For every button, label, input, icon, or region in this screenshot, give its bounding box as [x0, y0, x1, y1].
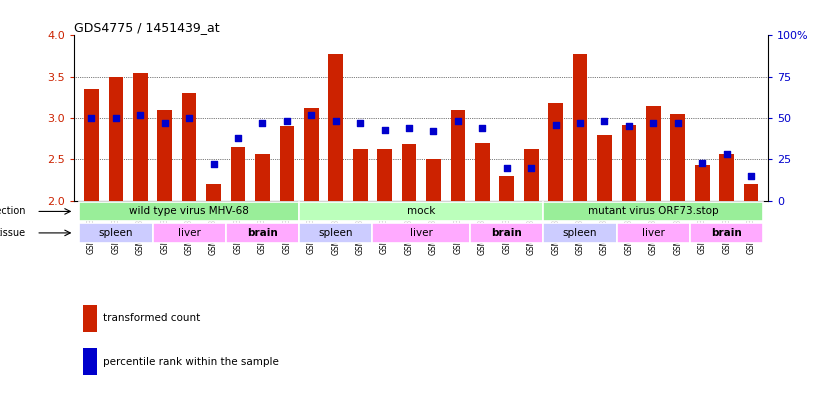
Point — [256, 120, 269, 126]
Point — [134, 112, 147, 118]
Text: transformed count: transformed count — [103, 313, 201, 323]
Point — [427, 128, 440, 134]
Bar — [230, 147, 245, 201]
Text: spleen: spleen — [563, 228, 597, 238]
Bar — [279, 126, 294, 201]
Point — [501, 165, 514, 171]
Text: infection: infection — [0, 206, 26, 217]
Text: liver: liver — [642, 228, 665, 238]
Bar — [206, 184, 221, 201]
Point — [598, 118, 611, 125]
Text: brain: brain — [491, 228, 522, 238]
Point — [109, 115, 122, 121]
Bar — [548, 103, 563, 201]
Point — [573, 120, 586, 126]
Bar — [426, 159, 441, 201]
Point — [695, 160, 709, 166]
Point — [476, 125, 489, 131]
Bar — [695, 165, 710, 201]
Bar — [470, 223, 544, 242]
Text: percentile rank within the sample: percentile rank within the sample — [103, 356, 279, 367]
Bar — [79, 223, 153, 242]
Point — [305, 112, 318, 118]
Point — [744, 173, 757, 179]
Bar — [225, 223, 299, 242]
Point — [85, 115, 98, 121]
Text: wild type virus MHV-68: wild type virus MHV-68 — [129, 206, 249, 217]
Bar — [646, 106, 661, 201]
Point — [329, 118, 342, 125]
Bar — [671, 114, 685, 201]
Bar — [690, 223, 763, 242]
Bar — [153, 223, 225, 242]
Point — [207, 161, 221, 167]
Bar — [299, 202, 544, 221]
Bar — [84, 89, 99, 201]
Point — [672, 120, 685, 126]
Bar — [79, 202, 299, 221]
Point — [525, 165, 538, 171]
Bar — [572, 53, 587, 201]
Bar — [719, 154, 734, 201]
Bar — [475, 143, 490, 201]
Point — [280, 118, 293, 125]
Point — [231, 135, 244, 141]
Point — [183, 115, 196, 121]
Bar — [743, 184, 758, 201]
Bar — [353, 149, 368, 201]
Bar — [622, 125, 636, 201]
Point — [451, 118, 464, 125]
Bar — [450, 110, 465, 201]
Point — [720, 151, 733, 158]
Bar — [299, 223, 373, 242]
Bar — [329, 53, 343, 201]
Bar — [617, 223, 690, 242]
Text: spleen: spleen — [98, 228, 133, 238]
Text: mock: mock — [407, 206, 435, 217]
Bar — [544, 223, 617, 242]
Text: brain: brain — [247, 228, 278, 238]
Point — [647, 120, 660, 126]
Bar — [544, 202, 763, 221]
Bar — [182, 93, 197, 201]
Point — [402, 125, 415, 131]
Bar — [377, 149, 392, 201]
Bar — [597, 134, 612, 201]
Text: spleen: spleen — [319, 228, 353, 238]
Text: GDS4775 / 1451439_at: GDS4775 / 1451439_at — [74, 21, 220, 34]
Bar — [108, 77, 123, 201]
Bar — [524, 149, 539, 201]
Point — [549, 121, 563, 128]
Bar — [373, 223, 470, 242]
Point — [354, 120, 367, 126]
Bar — [304, 108, 319, 201]
Text: tissue: tissue — [0, 228, 26, 238]
Bar — [255, 154, 270, 201]
Text: liver: liver — [410, 228, 433, 238]
Bar — [133, 73, 148, 201]
Bar — [401, 145, 416, 201]
Text: liver: liver — [178, 228, 201, 238]
Bar — [158, 110, 172, 201]
Point — [158, 120, 171, 126]
Point — [378, 127, 392, 133]
Bar — [500, 176, 514, 201]
Text: mutant virus ORF73.stop: mutant virus ORF73.stop — [588, 206, 719, 217]
Point — [622, 123, 635, 129]
Text: brain: brain — [711, 228, 742, 238]
